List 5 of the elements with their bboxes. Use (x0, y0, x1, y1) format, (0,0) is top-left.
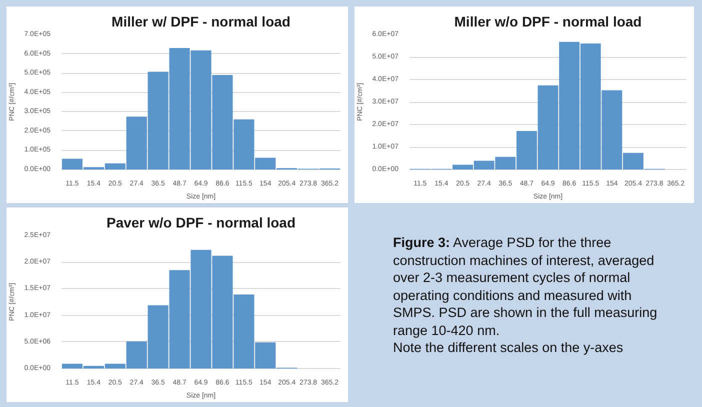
text: Figure 3: (393, 235, 450, 250)
chart-title: Miller w/o DPF - normal load (454, 14, 642, 30)
text: Note the different scales on the y-axes (393, 340, 624, 355)
chart-title: Miller w/ DPF - normal load (112, 14, 290, 30)
chart-title: Paver w/o DPF - normal load (106, 214, 296, 230)
